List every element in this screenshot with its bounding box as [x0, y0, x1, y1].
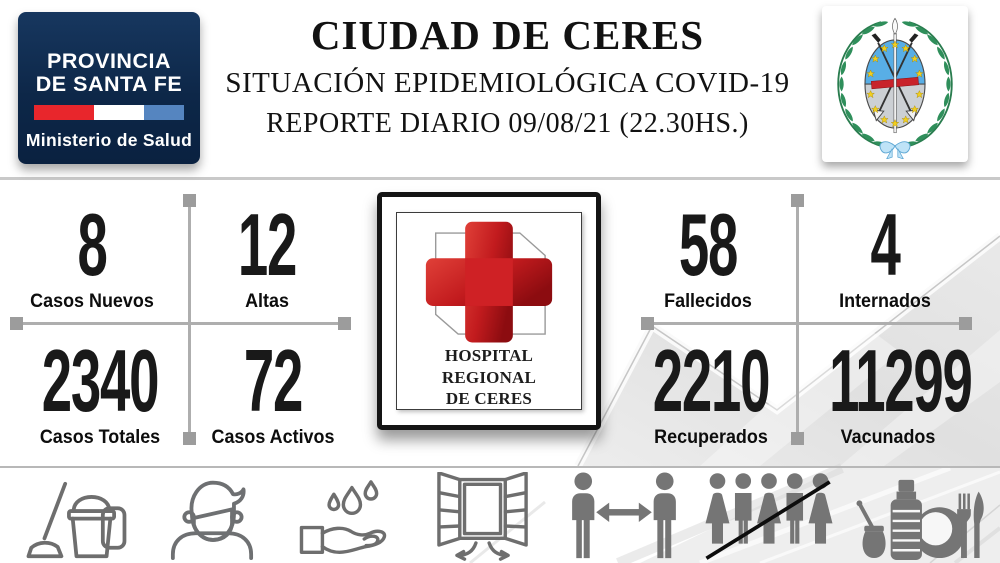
stat-label: Casos Nuevos: [30, 290, 154, 313]
flag-white-band: [94, 105, 144, 120]
stat-casos-nuevos: 8 Casos Nuevos: [0, 195, 187, 313]
no-sharing-utensils-icon: [856, 479, 984, 560]
stat-label: Internados: [839, 290, 931, 313]
stat-value: 2210: [652, 331, 771, 430]
stat-value: 2340: [41, 331, 160, 430]
flag-blue-band: [143, 105, 184, 120]
hospital-name-line2: DE CERES: [445, 388, 533, 408]
ministry-logo: PROVINCIA DE SANTA FE Ministerio de Salu…: [18, 12, 200, 164]
stat-label: Fallecidos: [664, 290, 752, 313]
right-grid-hline: [646, 322, 966, 325]
right-grid-cap-right: [959, 317, 972, 330]
ministry-logo-line3: Ministerio de Salud: [25, 130, 193, 150]
hand-washing-drops-icon: [299, 480, 387, 555]
stat-fallecidos: 58 Fallecidos: [613, 195, 803, 313]
stat-label: Casos Activos: [211, 426, 335, 449]
coat-of-arms-box: [822, 6, 968, 162]
cleaning-mop-bucket-icon: [26, 481, 127, 559]
face-mask-person-icon: [170, 480, 254, 560]
stat-value: 11299: [829, 331, 973, 430]
hospital-logo-inner: HOSPITAL REGIONAL DE CERES: [396, 212, 582, 410]
ministry-logo-line1: PROVINCIA: [47, 48, 171, 73]
stat-label: Vacunados: [840, 426, 936, 449]
left-grid-vline: [188, 200, 191, 438]
stat-label: Altas: [245, 290, 289, 313]
stat-casos-activos: 72 Casos Activos: [178, 331, 368, 449]
stat-recuperados: 2210 Recuperados: [616, 331, 806, 449]
stat-value: 12: [237, 195, 297, 294]
ministry-logo-line2: DE SANTA FE: [35, 71, 183, 96]
right-grid-vline: [796, 200, 799, 438]
page-title: CIUDAD DE CERES: [310, 12, 705, 58]
footer-divider-line: [0, 466, 1000, 468]
stat-internados: 4 Internados: [790, 195, 980, 313]
stat-label: Recuperados: [654, 426, 768, 449]
right-grid-cap-top: [791, 194, 804, 207]
red-cross-icon: [425, 221, 553, 343]
stat-value: 72: [243, 331, 303, 430]
social-distancing-icon: [572, 472, 676, 559]
header-titles: CIUDAD DE CERES SITUACIÓN EPIDEMIOLÓGICA…: [205, 12, 810, 141]
hospital-logo-frame: HOSPITAL REGIONAL DE CERES: [377, 192, 601, 430]
stat-vacunados: 11299 Vacunados: [793, 331, 983, 449]
left-grid-hline: [14, 322, 346, 325]
right-grid-cap-left: [641, 317, 654, 330]
santa-fe-coat-of-arms-icon: [837, 17, 953, 159]
santafe-flag-stripe: [34, 105, 184, 120]
stat-value: 4: [870, 195, 900, 294]
page-subtitle: SITUACIÓN EPIDEMIOLÓGICA COVID-19: [225, 67, 790, 100]
header-divider-line: [0, 177, 1000, 180]
stat-value: 58: [678, 195, 738, 294]
stat-altas: 12 Altas: [172, 195, 362, 313]
hospital-name-line1: HOSPITAL REGIONAL: [441, 346, 537, 387]
left-grid-cap-bottom: [183, 432, 196, 445]
left-grid-cap-top: [183, 194, 196, 207]
flag-red-band: [34, 105, 94, 120]
stat-casos-totales: 2340 Casos Totales: [5, 331, 195, 449]
open-window-ventilation-icon: [437, 472, 528, 561]
left-grid-cap-right: [338, 317, 351, 330]
stat-label: Casos Totales: [39, 426, 161, 449]
right-grid-cap-bottom: [791, 432, 804, 445]
report-date-line: REPORTE DIARIO 09/08/21 (22.30HS.): [266, 107, 749, 139]
left-grid-cap-left: [10, 317, 23, 330]
no-gatherings-crowd-icon: [705, 473, 833, 560]
stat-value: 8: [77, 195, 107, 294]
hospital-name: HOSPITAL REGIONAL DE CERES: [397, 345, 581, 409]
